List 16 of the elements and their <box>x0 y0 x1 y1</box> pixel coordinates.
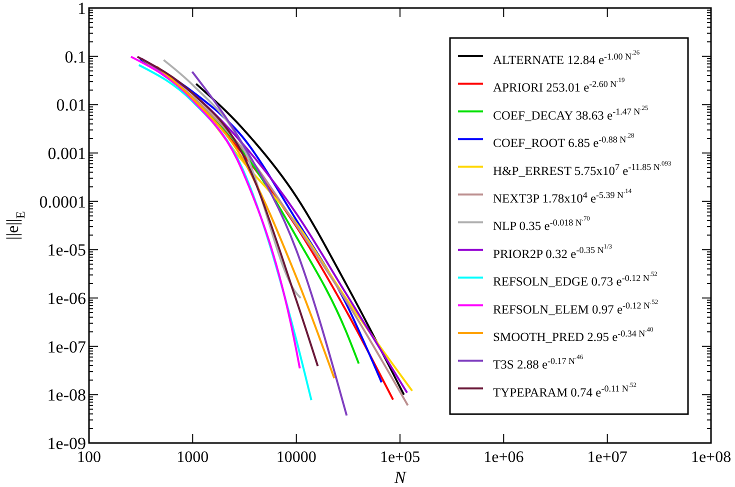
x-tick-label: 1000 <box>176 449 209 466</box>
x-tick-label: 10000 <box>276 449 316 466</box>
y-tick-label: 1 <box>78 0 86 18</box>
x-tick-label: 1e+06 <box>484 449 524 466</box>
y-tick-label: 1e-08 <box>47 386 86 405</box>
y-tick-label: 0.0001 <box>39 192 86 212</box>
y-tick-label: 0.1 <box>64 47 86 66</box>
x-tick-label: 1e+08 <box>690 449 732 466</box>
y-tick-label: 1e-06 <box>47 289 86 308</box>
x-tick-label: 1e+07 <box>587 449 628 466</box>
x-axis-title: N <box>393 468 408 487</box>
y-tick-label: 0.01 <box>56 96 86 115</box>
y-tick-label: 1e-05 <box>47 240 86 260</box>
x-tick-label: 1e+05 <box>380 449 420 466</box>
y-tick-label: 0.001 <box>48 144 86 163</box>
y-tick-label: 1e-07 <box>47 337 86 356</box>
